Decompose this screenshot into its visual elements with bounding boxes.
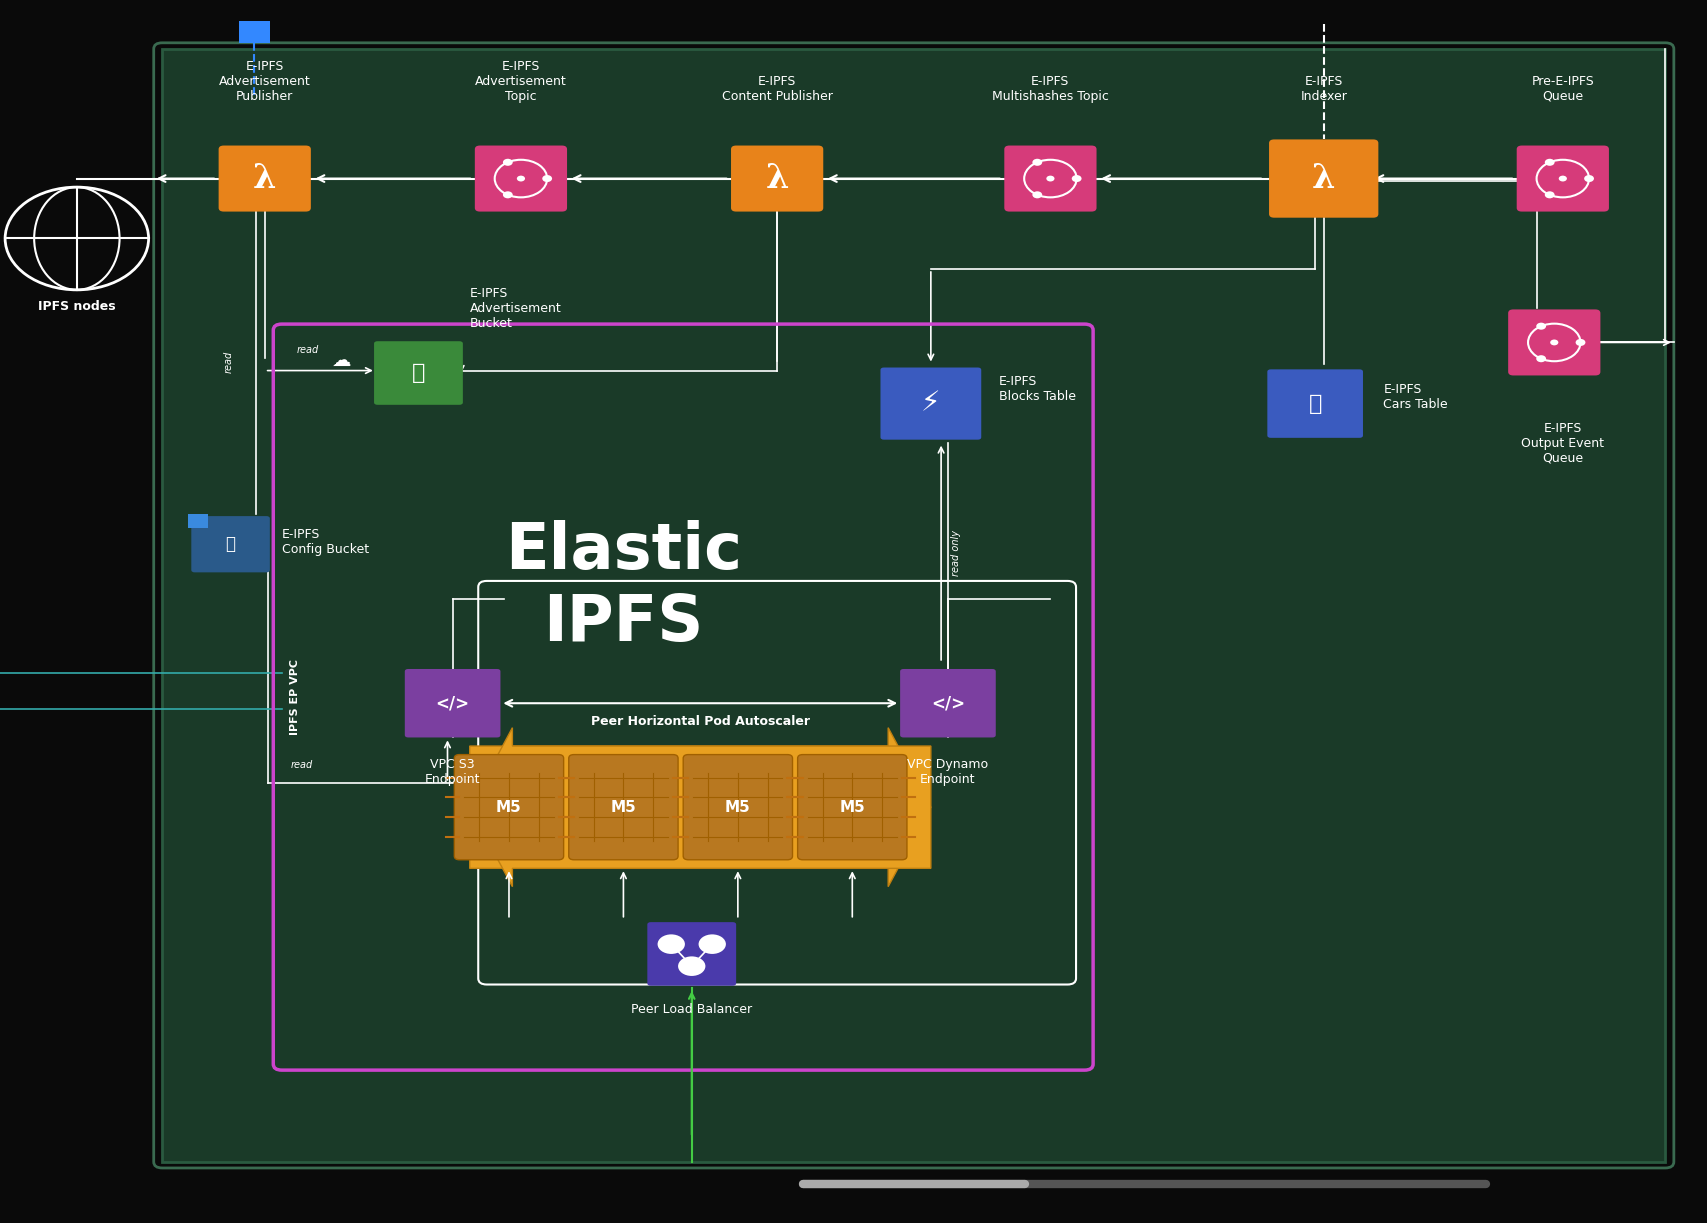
Circle shape bbox=[1535, 323, 1545, 330]
FancyBboxPatch shape bbox=[568, 755, 678, 860]
Text: M5: M5 bbox=[838, 800, 865, 815]
Circle shape bbox=[502, 191, 512, 198]
FancyArrow shape bbox=[469, 728, 930, 887]
Bar bbox=[188, 514, 208, 528]
FancyBboxPatch shape bbox=[191, 516, 270, 572]
FancyBboxPatch shape bbox=[1507, 309, 1599, 375]
Text: λ: λ bbox=[765, 163, 789, 194]
FancyBboxPatch shape bbox=[374, 341, 463, 405]
Text: λ: λ bbox=[1311, 163, 1335, 194]
Text: E-IPFS
Advertisement
Topic: E-IPFS Advertisement Topic bbox=[475, 60, 567, 103]
Circle shape bbox=[657, 934, 685, 954]
Text: E-IPFS
Advertisement
Publisher: E-IPFS Advertisement Publisher bbox=[218, 60, 311, 103]
Circle shape bbox=[1543, 159, 1553, 166]
Text: </>: </> bbox=[435, 695, 469, 712]
Text: ⚡: ⚡ bbox=[920, 390, 941, 417]
Circle shape bbox=[502, 159, 512, 166]
FancyBboxPatch shape bbox=[1516, 146, 1608, 212]
Circle shape bbox=[541, 175, 551, 182]
Circle shape bbox=[1558, 176, 1565, 181]
FancyBboxPatch shape bbox=[881, 367, 980, 439]
Text: read: read bbox=[224, 350, 234, 373]
FancyArrow shape bbox=[469, 728, 930, 887]
Text: E-IPFS
Blocks Table: E-IPFS Blocks Table bbox=[999, 375, 1075, 402]
FancyBboxPatch shape bbox=[683, 755, 792, 860]
FancyBboxPatch shape bbox=[1267, 369, 1362, 438]
Text: </>: </> bbox=[930, 695, 964, 712]
Text: read: read bbox=[290, 761, 312, 770]
Text: E-IPFS
Multishashes Topic: E-IPFS Multishashes Topic bbox=[992, 75, 1108, 103]
FancyBboxPatch shape bbox=[647, 922, 736, 986]
Text: IPFS EP VPC: IPFS EP VPC bbox=[290, 659, 300, 735]
Text: VPC S3
Endpoint: VPC S3 Endpoint bbox=[425, 758, 480, 786]
Text: M5: M5 bbox=[724, 800, 751, 815]
Bar bbox=[162, 49, 1664, 1162]
FancyBboxPatch shape bbox=[900, 669, 995, 737]
Text: VPC Dynamo
Endpoint: VPC Dynamo Endpoint bbox=[906, 758, 988, 786]
Text: read only: read only bbox=[951, 531, 961, 576]
Text: Peer Load Balancer: Peer Load Balancer bbox=[632, 1003, 751, 1016]
Text: M5: M5 bbox=[495, 800, 522, 815]
FancyBboxPatch shape bbox=[1268, 139, 1378, 218]
Text: Peer Horizontal Pod Autoscaler: Peer Horizontal Pod Autoscaler bbox=[591, 714, 809, 728]
Circle shape bbox=[1046, 176, 1053, 181]
Text: read: read bbox=[295, 345, 319, 355]
Text: E-IPFS
Advertisement
Bucket: E-IPFS Advertisement Bucket bbox=[469, 287, 562, 330]
Circle shape bbox=[698, 934, 725, 954]
FancyBboxPatch shape bbox=[731, 146, 823, 212]
Circle shape bbox=[1543, 191, 1553, 198]
FancyBboxPatch shape bbox=[218, 146, 311, 212]
Circle shape bbox=[1550, 340, 1557, 345]
Text: 🪣: 🪣 bbox=[411, 363, 425, 383]
Text: M5: M5 bbox=[609, 800, 637, 815]
Text: Pre-E-IPFS
Queue: Pre-E-IPFS Queue bbox=[1531, 75, 1593, 103]
Text: E-IPFS
Content Publisher: E-IPFS Content Publisher bbox=[722, 75, 831, 103]
Text: E-IPFS
Output Event
Queue: E-IPFS Output Event Queue bbox=[1521, 422, 1603, 465]
Circle shape bbox=[1031, 159, 1041, 166]
FancyBboxPatch shape bbox=[475, 146, 567, 212]
Text: 🪣: 🪣 bbox=[225, 536, 236, 553]
Circle shape bbox=[1535, 355, 1545, 362]
Text: IPFS nodes: IPFS nodes bbox=[38, 300, 116, 313]
Text: Elastic
IPFS: Elastic IPFS bbox=[505, 520, 741, 654]
FancyBboxPatch shape bbox=[797, 755, 906, 860]
Text: E-IPFS
Config Bucket: E-IPFS Config Bucket bbox=[282, 528, 369, 555]
Text: 💾: 💾 bbox=[1308, 394, 1321, 413]
Text: ☁: ☁ bbox=[331, 351, 352, 371]
Circle shape bbox=[1574, 339, 1584, 346]
Circle shape bbox=[678, 956, 705, 976]
FancyBboxPatch shape bbox=[454, 755, 563, 860]
Text: E-IPFS
Indexer: E-IPFS Indexer bbox=[1299, 75, 1347, 103]
Circle shape bbox=[517, 176, 524, 181]
FancyBboxPatch shape bbox=[405, 669, 500, 737]
Circle shape bbox=[1031, 191, 1041, 198]
Text: E-IPFS
Cars Table: E-IPFS Cars Table bbox=[1383, 384, 1448, 411]
Circle shape bbox=[1582, 175, 1593, 182]
Circle shape bbox=[1070, 175, 1081, 182]
FancyBboxPatch shape bbox=[1004, 146, 1096, 212]
Bar bbox=[239, 21, 270, 43]
Text: λ: λ bbox=[253, 163, 277, 194]
